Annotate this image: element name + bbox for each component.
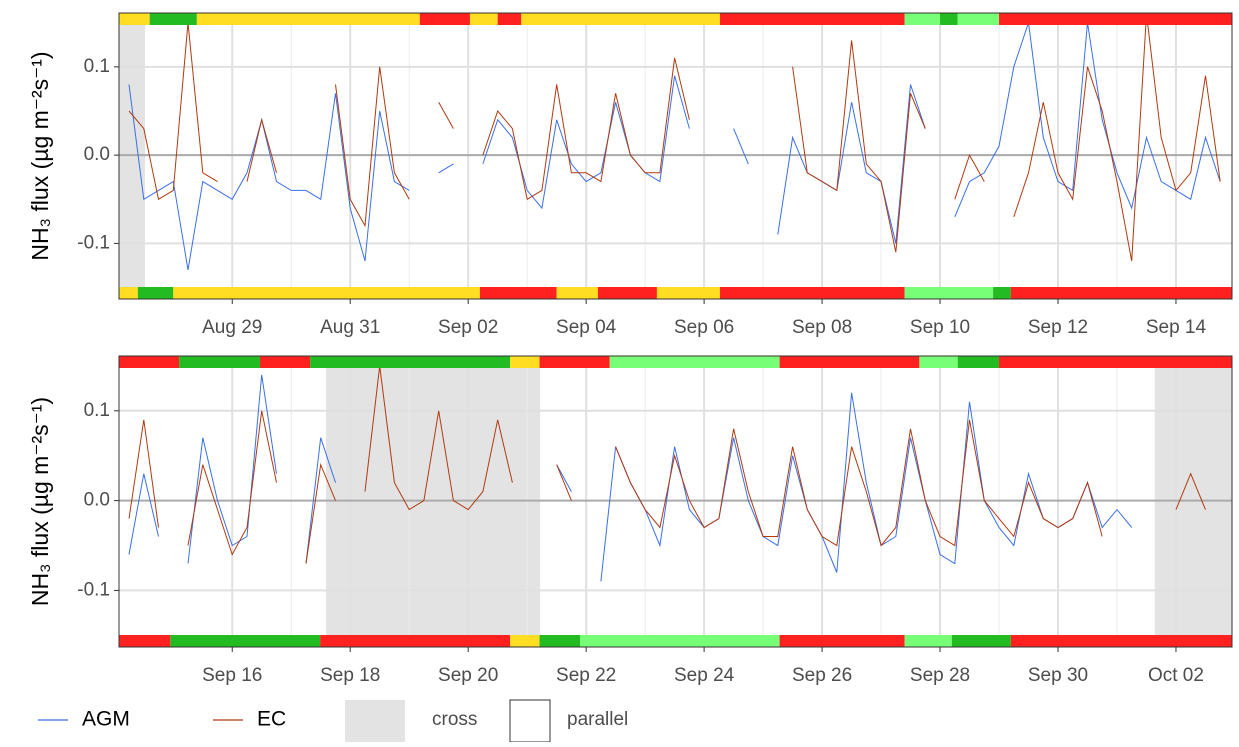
legend-swatch — [345, 700, 405, 742]
plot-area — [119, 13, 1232, 299]
flag-segment — [779, 356, 920, 368]
flag-segment — [957, 13, 1000, 25]
flag-segment — [1010, 635, 1232, 647]
flag-segment — [510, 635, 540, 647]
flag-segment — [510, 356, 540, 368]
flag-segment — [609, 356, 780, 368]
flag-segment — [119, 356, 180, 368]
flag-segment — [904, 287, 994, 299]
flag-segment — [993, 287, 1011, 299]
flag-segment — [320, 635, 511, 647]
y-axis-label: NH₃ flux (µg m⁻²s⁻¹) — [27, 397, 53, 606]
series-line — [128, 22, 1221, 270]
flag-segment — [469, 13, 498, 25]
series-line — [128, 13, 1221, 262]
panel-border — [118, 355, 1233, 648]
x-tick-label: Sep 22 — [556, 665, 616, 686]
flag-segment — [173, 287, 480, 299]
x-tick-label: Aug 31 — [320, 317, 380, 338]
x-tick-label: Sep 16 — [202, 665, 262, 686]
flag-segment — [521, 13, 721, 25]
y-tick-label: 0.1 — [84, 56, 110, 77]
y-tick-label: -0.1 — [77, 579, 110, 600]
x-tick-label: Sep 12 — [1028, 317, 1088, 338]
flag-segment — [951, 635, 1011, 647]
flag-segment — [149, 13, 197, 25]
x-tick-label: Sep 04 — [556, 317, 617, 338]
flag-segment — [539, 356, 610, 368]
flag-segment — [539, 635, 581, 647]
flag-segment — [419, 13, 470, 25]
flag-segment — [170, 635, 321, 647]
flag-segment — [904, 635, 952, 647]
flag-segment — [904, 13, 941, 25]
flag-segment — [580, 635, 780, 647]
flag-segment — [779, 635, 905, 647]
x-tick-label: Oct 02 — [1148, 665, 1204, 686]
legend-label: EC — [257, 708, 286, 731]
legend-label: parallel — [567, 709, 628, 730]
x-tick-label: Sep 06 — [674, 317, 734, 338]
flag-segment — [720, 287, 905, 299]
flag-segment — [720, 13, 905, 25]
flag-segment — [259, 356, 311, 368]
x-tick-label: Sep 28 — [910, 665, 970, 686]
x-tick-label: Sep 08 — [792, 317, 852, 338]
x-tick-label: Sep 30 — [1028, 665, 1088, 686]
y-tick-label: 0.0 — [84, 144, 110, 165]
panel-border — [118, 12, 1233, 300]
y-axis-label: NH₃ flux (µg m⁻²s⁻¹) — [27, 51, 53, 260]
flag-segment — [119, 13, 150, 25]
flag-segment — [196, 13, 420, 25]
x-tick-label: Sep 24 — [674, 665, 735, 686]
flag-segment — [999, 13, 1232, 25]
x-tick-label: Sep 20 — [438, 665, 498, 686]
series-line — [128, 374, 1133, 582]
flag-segment — [957, 356, 1000, 368]
x-tick-label: Sep 10 — [910, 317, 970, 338]
flag-segment — [479, 287, 557, 299]
flag-segment — [119, 287, 138, 299]
flag-segment — [940, 13, 958, 25]
flag-segment — [497, 13, 522, 25]
flag-segment — [656, 287, 721, 299]
x-tick-label: Sep 02 — [438, 317, 498, 338]
plot-area — [119, 356, 1232, 647]
y-tick-label: -0.1 — [77, 232, 110, 253]
flag-segment — [179, 356, 260, 368]
flag-segment — [597, 287, 657, 299]
flag-segment — [556, 287, 598, 299]
x-tick-label: Sep 14 — [1146, 317, 1207, 338]
flag-segment — [119, 635, 171, 647]
legend-swatch — [509, 699, 551, 743]
legend-label: AGM — [82, 708, 130, 731]
series-line — [128, 365, 1206, 564]
flag-segment — [1010, 287, 1232, 299]
legend-label: cross — [432, 709, 477, 730]
x-tick-label: Sep 26 — [792, 665, 852, 686]
flag-segment — [310, 356, 511, 368]
y-tick-label: 0.0 — [84, 490, 110, 511]
y-tick-label: 0.1 — [84, 400, 110, 421]
flag-segment — [137, 287, 174, 299]
x-tick-label: Aug 29 — [202, 317, 262, 338]
flag-segment — [999, 356, 1232, 368]
flag-segment — [919, 356, 958, 368]
x-tick-label: Sep 18 — [320, 665, 380, 686]
